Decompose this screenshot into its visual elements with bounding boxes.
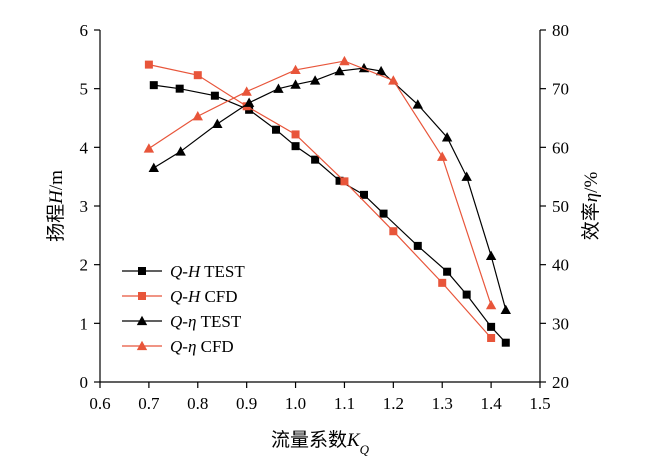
y-right-tick-label: 40 [552, 256, 569, 275]
data-point [413, 241, 422, 250]
data-point [144, 60, 153, 69]
data-point [485, 250, 497, 261]
legend-label: Q-η CFD [170, 337, 234, 356]
data-point [438, 278, 447, 287]
data-point [462, 290, 471, 299]
data-point [334, 65, 345, 76]
legend-item: Q-H TEST [122, 262, 245, 281]
x-tick-label: 1.0 [285, 394, 306, 413]
data-point [143, 143, 155, 153]
y-left-tick-label: 0 [80, 373, 89, 392]
data-point [388, 75, 399, 85]
y-right-tick-label: 30 [552, 314, 569, 333]
data-point [149, 81, 158, 90]
data-point [461, 171, 472, 181]
x-tick-label: 1.5 [529, 394, 550, 413]
y-right-axis-title: 效率η/% [580, 172, 602, 241]
legend-item: Q-H CFD [122, 287, 238, 306]
data-point [210, 91, 219, 100]
series-q-cfd [143, 55, 497, 310]
data-point [309, 75, 321, 85]
legend-label: Q-H TEST [170, 262, 245, 281]
x-tick-label: 1.2 [383, 394, 404, 413]
x-tick-label: 0.7 [138, 394, 160, 413]
data-point [375, 65, 387, 76]
data-point [175, 146, 186, 156]
x-axis-title: 流量系数KQ [271, 429, 370, 457]
ticks: 0.6 0.7 0.8 0.9 1.0 1.1 1.2 1.3 1.4 1.5 0 1 2 3 4 5 6 20 3… [80, 21, 570, 413]
axis-titles: 流量系数KQ 扬程H/m 效率η/% [45, 170, 602, 457]
legend-label: Q-η TEST [170, 312, 242, 331]
y-right-tick-label: 70 [552, 80, 569, 99]
series-q-test [148, 62, 511, 314]
legend-marker [138, 267, 146, 275]
data-point [443, 267, 452, 276]
data-point [272, 125, 280, 134]
data-point [148, 162, 159, 173]
data-point [291, 142, 300, 151]
y-right-tick-label: 80 [552, 21, 569, 40]
data-point [290, 64, 301, 75]
x-tick-label: 1.3 [432, 394, 453, 413]
data-point [412, 99, 423, 109]
y-right-tick-label: 20 [552, 373, 569, 392]
data-point [291, 130, 300, 139]
data-point [437, 151, 448, 161]
data-point [340, 177, 349, 186]
axes [99, 30, 541, 383]
data-point [487, 322, 496, 331]
data-point [485, 299, 497, 310]
legend-marker [138, 292, 146, 300]
data-point [501, 338, 510, 347]
data-point [311, 155, 320, 164]
data-point [212, 118, 223, 129]
x-tick-label: 0.8 [187, 394, 208, 413]
x-tick-label: 0.9 [236, 394, 257, 413]
series-group [143, 55, 511, 347]
y-left-tick-label: 4 [80, 138, 89, 157]
y-right-tick-label: 50 [552, 197, 569, 216]
data-point [500, 304, 511, 314]
x-tick-label: 0.6 [89, 394, 110, 413]
data-point [193, 71, 202, 80]
data-point [441, 132, 453, 142]
legend-marker [136, 315, 148, 326]
y-left-tick-label: 3 [80, 197, 89, 216]
data-point [487, 334, 496, 342]
data-point [243, 97, 255, 107]
legend-item: Q-η TEST [122, 312, 242, 331]
data-point [360, 190, 368, 199]
legend-marker [136, 340, 148, 351]
series-line [148, 64, 492, 339]
series-q-h-test [149, 81, 510, 347]
data-point [290, 79, 301, 89]
legend-label: Q-H CFD [170, 287, 238, 306]
y-left-tick-label: 6 [80, 21, 89, 40]
data-point [175, 84, 184, 93]
y-left-tick-label: 5 [80, 80, 89, 99]
x-tick-label: 1.4 [480, 394, 502, 413]
data-point [335, 176, 344, 185]
data-point [273, 83, 284, 93]
series-line [148, 60, 492, 306]
data-point [241, 86, 252, 96]
y-right-tick-label: 60 [552, 138, 569, 157]
legend: Q-H TEST Q-H CFD Q-η TEST Q-η CFD [122, 262, 245, 356]
data-point [339, 55, 350, 66]
y-left-tick-label: 2 [80, 256, 89, 275]
data-point [379, 209, 388, 218]
legend-item: Q-η CFD [122, 337, 234, 356]
data-point [389, 227, 398, 236]
x-tick-label: 1.1 [334, 394, 355, 413]
y-left-tick-label: 1 [80, 314, 89, 333]
data-point [192, 111, 203, 121]
y-left-axis-title: 扬程H/m [45, 170, 67, 242]
